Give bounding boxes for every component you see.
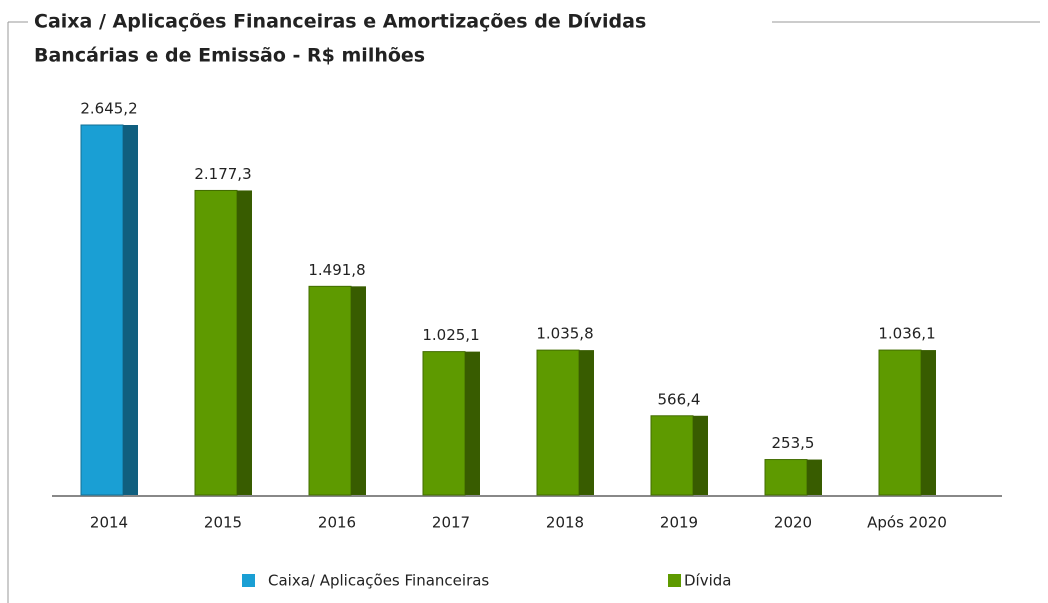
x-tick-label: 2015 — [204, 514, 242, 532]
bar — [650, 415, 708, 496]
value-label: 1.035,8 — [536, 325, 593, 343]
x-tick-label: 2017 — [432, 514, 470, 532]
legend-swatch — [242, 574, 255, 587]
value-label: 1.036,1 — [878, 325, 935, 343]
value-label: 566,4 — [658, 390, 701, 408]
legend-swatch — [668, 574, 681, 587]
bar — [764, 459, 822, 496]
value-label: 1.491,8 — [308, 261, 365, 279]
legend-label: Dívida — [684, 572, 731, 590]
bar — [194, 189, 252, 496]
legend-label: Caixa/ Aplicações Financeiras — [268, 572, 489, 590]
value-label: 1.025,1 — [422, 326, 479, 344]
value-label: 253,5 — [772, 434, 815, 452]
bar — [422, 351, 480, 496]
bar — [878, 349, 936, 496]
bar — [308, 285, 366, 496]
bar — [536, 349, 594, 496]
value-label: 2.645,2 — [80, 100, 137, 118]
chart-title: Caixa / Aplicações Financeiras e Amortiz… — [34, 11, 646, 33]
x-tick-label: 2020 — [774, 514, 812, 532]
x-tick-label: 2018 — [546, 514, 584, 532]
x-tick-label: 2016 — [318, 514, 356, 532]
x-tick-label: 2014 — [90, 514, 128, 532]
bar — [80, 124, 138, 496]
x-tick-label: 2019 — [660, 514, 698, 532]
chart-title: Bancárias e de Emissão - R$ milhões — [34, 45, 425, 67]
value-label: 2.177,3 — [194, 165, 251, 183]
x-tick-label: Após 2020 — [867, 514, 947, 532]
